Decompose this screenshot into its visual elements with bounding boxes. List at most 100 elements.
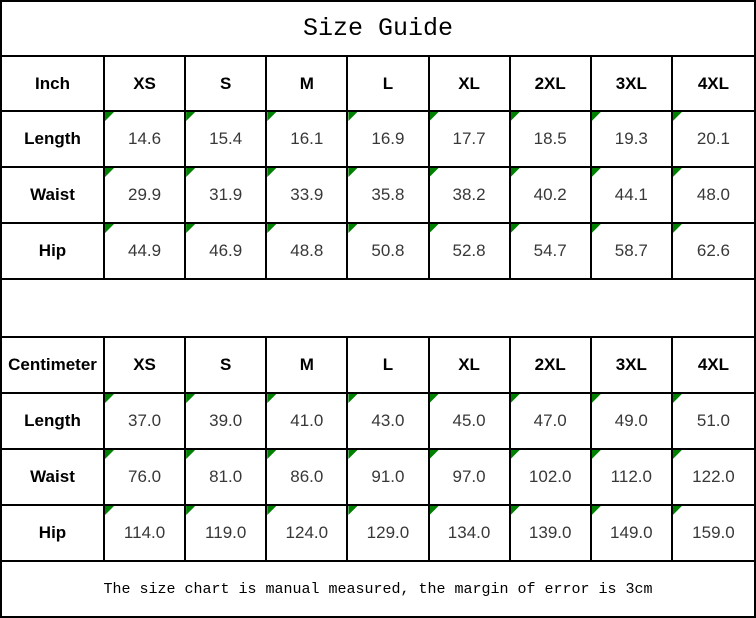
column-header-inch-3xl-text: 3XL	[615, 73, 647, 93]
separator-row	[2, 280, 754, 338]
column-header-centimeter-xs: XS	[105, 338, 187, 394]
green-corner-flag-icon	[348, 224, 358, 233]
column-header-centimeter-3xl-text: 3XL	[615, 355, 647, 374]
green-corner-flag-icon	[186, 112, 196, 121]
size-value-cell-text: 38.2	[452, 185, 486, 204]
column-header-centimeter-m: M	[267, 338, 349, 394]
size-value-cell: 76.0	[105, 450, 187, 506]
column-header-inch-xl-text: XL	[458, 73, 480, 93]
size-value-cell-text: 16.9	[371, 129, 405, 148]
green-corner-flag-icon	[672, 112, 682, 121]
green-corner-flag-icon	[267, 168, 277, 177]
column-header-inch-s-text: S	[220, 73, 232, 93]
size-value-cell: 81.0	[186, 450, 268, 506]
column-header-centimeter-4xl-text: 4XL	[697, 355, 730, 374]
green-corner-flag-icon	[510, 168, 520, 177]
green-corner-flag-icon	[105, 112, 114, 121]
green-corner-flag-icon	[429, 112, 439, 121]
size-value-cell-text: 19.3	[614, 129, 648, 148]
green-corner-flag-icon	[510, 394, 520, 403]
row-label-inch-waist-text: Waist	[30, 185, 75, 204]
size-value-cell-text: 114.0	[123, 523, 166, 542]
column-header-inch-m-text: M	[299, 73, 314, 93]
green-corner-flag-icon	[105, 168, 114, 177]
green-corner-flag-icon	[591, 224, 601, 233]
green-corner-flag-icon	[105, 224, 114, 233]
size-value-cell: 54.7	[510, 224, 592, 280]
column-header-centimeter-xl: XL	[429, 338, 511, 394]
size-value-cell: 29.9	[105, 168, 187, 224]
size-value-cell-text: 122.0	[692, 467, 735, 486]
size-value-cell: 86.0	[267, 450, 349, 506]
green-corner-flag-icon	[429, 168, 439, 177]
row-label-inch-hip: Hip	[2, 224, 105, 280]
size-value-cell-text: 54.7	[533, 241, 567, 260]
green-corner-flag-icon	[510, 112, 520, 121]
row-label-centimeter-hip: Hip	[2, 506, 105, 562]
green-corner-flag-icon	[186, 506, 196, 515]
size-value-cell: 16.9	[348, 112, 430, 168]
column-header-centimeter-2xl: 2XL	[510, 338, 592, 394]
size-value-cell-text: 86.0	[290, 467, 324, 486]
size-value-cell-text: 48.0	[696, 185, 730, 204]
green-corner-flag-icon	[672, 450, 682, 459]
green-corner-flag-icon	[591, 506, 601, 515]
size-value-cell: 16.1	[267, 112, 349, 168]
size-value-cell: 49.0	[591, 394, 673, 450]
green-corner-flag-icon	[510, 506, 520, 515]
green-corner-flag-icon	[591, 168, 601, 177]
column-header-inch-xl: XL	[429, 57, 511, 112]
size-value-cell: 159.0	[672, 506, 754, 562]
green-corner-flag-icon	[267, 112, 277, 121]
green-corner-flag-icon	[591, 112, 601, 121]
size-value-cell-text: 159.0	[692, 523, 735, 542]
size-value-cell: 149.0	[591, 506, 673, 562]
size-value-cell: 124.0	[267, 506, 349, 562]
row-label-inch-length: Length	[2, 112, 105, 168]
row-label-centimeter-waist: Waist	[2, 450, 105, 506]
green-corner-flag-icon	[429, 224, 439, 233]
green-corner-flag-icon	[186, 450, 196, 459]
green-corner-flag-icon	[186, 168, 196, 177]
size-value-cell: 14.6	[105, 112, 187, 168]
column-header-centimeter-2xl-text: 2XL	[534, 355, 566, 374]
column-header-centimeter-xs-text: XS	[133, 355, 156, 374]
column-header-inch-2xl-text: 2XL	[534, 73, 566, 93]
size-value-cell-text: 16.1	[290, 129, 324, 148]
green-corner-flag-icon	[672, 506, 682, 515]
size-value-cell-text: 52.8	[452, 241, 486, 260]
size-value-cell-text: 81.0	[209, 467, 243, 486]
column-header-inch-4xl: 4XL	[672, 57, 754, 112]
size-value-cell: 19.3	[591, 112, 673, 168]
column-header-inch-4xl-text: 4XL	[697, 73, 730, 93]
size-value-cell: 91.0	[348, 450, 430, 506]
size-value-cell-text: 15.4	[209, 129, 243, 148]
size-value-cell-text: 20.1	[696, 129, 730, 148]
size-value-cell-text: 44.9	[128, 241, 162, 260]
green-corner-flag-icon	[429, 394, 439, 403]
size-value-cell: 129.0	[348, 506, 430, 562]
row-label-centimeter-hip-text: Hip	[38, 523, 67, 542]
size-value-cell: 43.0	[348, 394, 430, 450]
size-value-cell-text: 33.9	[290, 185, 324, 204]
size-value-cell-text: 124.0	[285, 523, 329, 542]
green-corner-flag-icon	[348, 506, 358, 515]
row-label-inch-waist: Waist	[2, 168, 105, 224]
size-value-cell-text: 50.8	[371, 241, 405, 260]
size-value-cell: 44.9	[105, 224, 187, 280]
size-value-cell: 122.0	[672, 450, 754, 506]
size-value-cell: 45.0	[429, 394, 511, 450]
green-corner-flag-icon	[348, 394, 358, 403]
size-value-cell-text: 44.1	[614, 185, 648, 204]
size-value-cell: 51.0	[672, 394, 754, 450]
size-value-cell: 62.6	[672, 224, 754, 280]
size-value-cell-text: 46.9	[209, 241, 243, 260]
row-label-centimeter-waist-text: Waist	[30, 467, 75, 486]
size-value-cell-text: 29.9	[128, 185, 162, 204]
size-value-cell: 52.8	[429, 224, 511, 280]
column-header-inch-3xl: 3XL	[591, 57, 673, 112]
green-corner-flag-icon	[267, 450, 277, 459]
size-value-cell-text: 129.0	[366, 523, 410, 542]
size-value-cell-text: 62.6	[696, 241, 730, 260]
size-value-cell-text: 37.0	[128, 411, 162, 430]
